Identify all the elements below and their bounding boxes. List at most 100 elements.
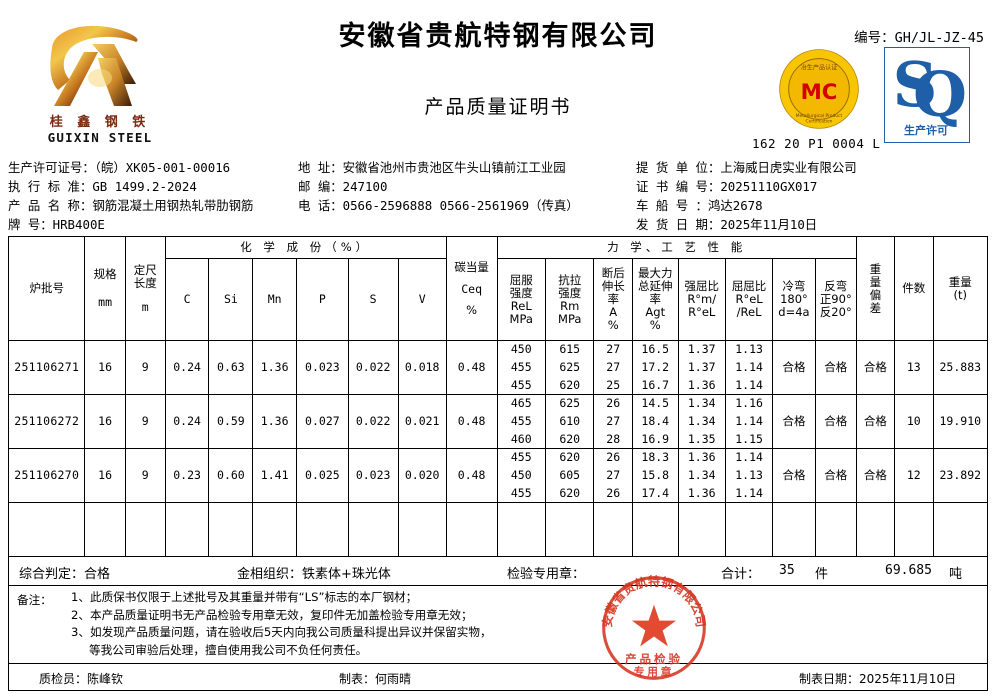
cell-mech-r2: 1.14 [724, 412, 774, 431]
cell-mech-r2 [724, 538, 774, 557]
cell-s: 0.022 [347, 340, 399, 395]
col-header-v: V [397, 258, 447, 341]
cell-mech-r2: 1.15 [724, 430, 774, 449]
col-header-cold-bend: 冷弯 180° d=4a [772, 258, 816, 341]
document-subtitle: 产品质量证明书 [424, 96, 572, 118]
info-label: 电 话： [298, 198, 343, 213]
cell-mech-a: 27 [593, 340, 633, 359]
cell-mech-agt [631, 520, 679, 539]
cell-mech-a [593, 520, 633, 539]
cell-c: 0.24 [164, 394, 210, 449]
cell-mech-agt [631, 538, 679, 557]
cell-length: 9 [124, 448, 166, 503]
cell-mech-rel: 455 [496, 412, 546, 431]
cell-mech-r2: 1.16 [724, 394, 774, 413]
info-column-left: 生产许可证号：（皖）XK05-001-00016 执 行 标 准：GB 1499… [8, 158, 308, 234]
cell-mech-r1 [677, 520, 726, 539]
cell-spec [84, 502, 126, 557]
guixin-logo-mark [40, 18, 160, 114]
cell-s [347, 502, 399, 557]
cell-mech-rel: 460 [496, 430, 546, 449]
col-header-pieces: 件数 [894, 236, 934, 341]
cell-mech-agt: 18.3 [631, 448, 679, 467]
cell-p: 0.025 [296, 448, 349, 503]
cell-heat-no: 251106272 [7, 394, 86, 449]
info-value: 鸿达2678 [707, 198, 763, 213]
cell-mech-rm: 620 [544, 430, 595, 449]
cell-mech-rm: 625 [544, 394, 595, 413]
total-pieces-value: 35 [779, 563, 795, 578]
info-consignee: 提 货 单 位：上海威日虎实业有限公司 [636, 158, 992, 177]
cell-si: 0.59 [208, 394, 254, 449]
cell-si: 0.63 [208, 340, 254, 395]
cell-mech-r2: 1.14 [724, 484, 774, 503]
info-value: （皖）XK05-001-00016 [94, 160, 231, 175]
info-postcode: 邮 编：247100 [298, 177, 638, 196]
cell-mech-rm: 620 [544, 448, 595, 467]
col-header-weight-deviation: 重量偏差 [855, 236, 896, 341]
cell-ceq: 0.48 [445, 340, 498, 395]
cell-heat-no: 251106270 [7, 448, 86, 503]
footer-signature-row: 质检员：陈峰钦 制表：何雨晴 制表日期：2025年11月10日 [9, 664, 987, 690]
cell-wt-dev [855, 502, 896, 557]
col-header-mn: Mn [252, 258, 298, 341]
cell-c: 0.24 [164, 340, 210, 395]
group-header-mechanical: 力 学、工 艺 性 能 [496, 236, 857, 259]
total-pieces-unit: 件 [815, 567, 829, 582]
col-header-rev-bend: 反弯 正90° 反20° [814, 258, 857, 341]
cell-mech-agt: 16.9 [631, 430, 679, 449]
cell-wt-dev: 合格 [855, 394, 896, 449]
document-number-value: GH/JL-JZ-45 [894, 30, 984, 46]
cell-pieces: 13 [894, 340, 934, 395]
total-weight-value: 69.685 [885, 563, 932, 578]
cell-spec: 16 [84, 448, 126, 503]
cell-mech-rel: 455 [496, 376, 546, 395]
cell-mech-agt: 17.2 [631, 358, 679, 377]
info-value: 钢筋混凝土用钢热轧带肋钢筋 [92, 198, 254, 213]
cell-mech-rm [544, 520, 595, 539]
info-phone: 电 话：0566-2596888 0566-2561969（传真） [298, 196, 638, 215]
cell-mech-rel: 455 [496, 448, 546, 467]
col-header-heat-no: 炉批号 [7, 236, 86, 341]
cell-mech-r2: 1.13 [724, 466, 774, 485]
cell-heat-no: 251106271 [7, 340, 86, 395]
table-row [9, 538, 988, 557]
info-value: 安徽省池州市贵池区牛头山镇前江工业园 [342, 160, 566, 175]
cell-weight: 23.892 [932, 448, 989, 503]
document-number-label: 编号： [854, 30, 895, 46]
cell-mech-r2: 1.14 [724, 376, 774, 395]
preparation-date: 制表日期：2025年11月10日 [799, 672, 957, 686]
info-value: 20251110GX017 [720, 179, 818, 194]
svg-text:Q: Q [913, 58, 967, 131]
cell-mech-a: 26 [593, 394, 633, 413]
cell-weight: 25.883 [932, 340, 989, 395]
table-header-row-1: 炉批号 规格 mm 定尺 长度 m 化 学 成 份（%） 碳当量 Ceq% 力 学、工 艺 性 能… [7, 236, 989, 341]
company-logo: 桂 鑫 钢 铁 GUIXIN STEEL [30, 18, 170, 154]
cell-v [397, 502, 447, 557]
info-certificate-no: 证 书 编 号：20251110GX017 [636, 177, 992, 196]
cell-pieces: 12 [894, 448, 934, 503]
info-value: 2025年11月10日 [720, 217, 818, 232]
logo-glyph-icon [50, 25, 138, 106]
cell-weight [932, 502, 989, 557]
mc-certificate-code: 162 20 P1 0004 L [752, 136, 881, 151]
info-label: 产 品 名 称： [8, 198, 93, 213]
cell-mech-a: 27 [593, 358, 633, 377]
sq-production-license-seal: S Q 生产许可 [884, 47, 970, 143]
info-label: 车 船 号 ： [636, 198, 708, 213]
cell-length [124, 502, 166, 557]
cell-mech-rm [544, 538, 595, 557]
total-weight-unit: 吨 [949, 567, 963, 582]
cell-mech-a: 27 [593, 466, 633, 485]
cell-mech-rm: 620 [544, 484, 595, 503]
table-row: 455 610 27 18.4 1.34 1.14 [9, 412, 988, 431]
cell-mech-a: 26 [593, 448, 633, 467]
cell-s: 0.022 [347, 394, 399, 449]
cell-mech-r2: 1.14 [724, 448, 774, 467]
cell-rev-bend: 合格 [814, 448, 857, 503]
cell-spec: 16 [84, 394, 126, 449]
cell-v: 0.018 [397, 340, 447, 395]
note-item: 1、此质保书仅限于上述批号及其重量并带有“LS”标志的本厂钢材； [71, 590, 418, 604]
cell-wt-dev: 合格 [855, 448, 896, 503]
cell-length: 9 [124, 340, 166, 395]
